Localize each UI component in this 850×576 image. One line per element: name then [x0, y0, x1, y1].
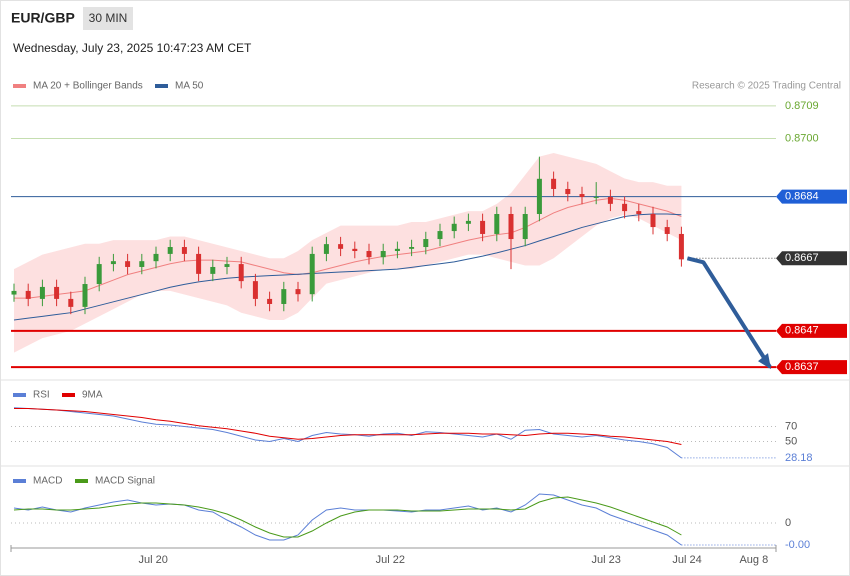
candle-body — [480, 220, 486, 234]
candle-body — [650, 214, 656, 228]
candle-body — [678, 233, 684, 260]
candle-body — [167, 247, 173, 254]
indicator-line — [13, 407, 682, 459]
level-label: 0.8647 — [785, 325, 819, 337]
candle-body — [125, 261, 131, 267]
bollinger-band — [14, 153, 682, 353]
level-label: 0.8684 — [785, 190, 819, 202]
candle-body — [508, 214, 514, 240]
candle-body — [323, 244, 329, 254]
candle-body — [295, 289, 301, 295]
candle-body — [409, 247, 415, 249]
legend-swatch — [13, 393, 26, 397]
candle-body — [636, 211, 642, 215]
forecast-arrow — [686, 256, 772, 369]
candle-body — [565, 188, 571, 195]
arrow-head — [758, 353, 771, 370]
candle-body — [96, 264, 102, 285]
ma-line — [13, 213, 682, 321]
candle-body — [267, 298, 273, 304]
level-tag — [776, 360, 847, 375]
candle-body — [437, 231, 443, 240]
credit: Research © 2025 Trading Central — [692, 81, 841, 92]
y-tick-label: 70 — [785, 420, 797, 432]
level-label: 0.8637 — [785, 361, 819, 373]
candle-body — [181, 247, 187, 254]
candle-body — [39, 286, 45, 299]
y-tick-label: 0 — [785, 517, 791, 529]
current-value-label: 28.18 — [785, 452, 813, 464]
x-tick-label: Jul 23 — [591, 554, 620, 566]
candle-body — [522, 214, 528, 240]
candle-body — [664, 227, 670, 234]
candle-body — [196, 253, 202, 274]
legend-label: MACD Signal — [95, 476, 155, 487]
candle-body — [25, 290, 31, 299]
legend-swatch — [75, 479, 88, 483]
x-tick-label: Jul 24 — [672, 554, 701, 566]
candle-body — [224, 264, 230, 267]
candle-body — [465, 220, 471, 224]
legend-swatch — [13, 84, 26, 88]
candle-body — [68, 298, 74, 307]
candle-body — [139, 261, 145, 267]
legend-label: RSI — [33, 390, 50, 401]
level-tag — [776, 251, 847, 266]
ma-line — [14, 197, 682, 299]
legend-swatch — [62, 393, 75, 397]
candle-body — [366, 251, 372, 258]
candle-body — [579, 194, 585, 197]
candle-body — [309, 253, 315, 295]
legend-label: MACD — [33, 476, 62, 487]
candle-body — [82, 284, 88, 307]
candle-body — [607, 196, 613, 204]
level-label: 0.8667 — [785, 252, 819, 264]
current-value-label: -0.00 — [785, 539, 810, 551]
candle-body — [210, 266, 216, 274]
x-tick-label: Aug 8 — [739, 554, 768, 566]
candle-body — [551, 178, 557, 189]
candle-body — [423, 239, 429, 248]
candle-body — [338, 244, 344, 249]
level-label: 0.8709 — [785, 100, 819, 112]
indicator-line — [13, 496, 682, 538]
timestamp: Wednesday, July 23, 2025 10:47:23 AM CET — [13, 41, 252, 55]
candle-body — [451, 223, 457, 232]
symbol: EUR/GBP — [11, 10, 75, 26]
level-tag — [776, 323, 847, 338]
candle-body — [252, 281, 258, 299]
x-tick-label: Jul 20 — [138, 554, 167, 566]
candle-body — [11, 290, 17, 295]
candle-body — [153, 253, 159, 262]
candle-body — [352, 248, 358, 252]
candle-body — [110, 261, 116, 265]
candle-body — [394, 248, 400, 252]
candle-body — [238, 264, 244, 282]
candle-body — [281, 289, 287, 304]
candle-body — [593, 196, 599, 198]
timeframe: 30 MIN — [89, 11, 128, 25]
indicator-line — [14, 408, 682, 445]
candle-body — [536, 178, 542, 215]
legend-label: MA 50 — [175, 81, 204, 92]
timeframe-box — [83, 7, 133, 30]
legend-label: MA 20 + Bollinger Bands — [33, 81, 143, 92]
indicator-line — [13, 493, 682, 546]
level-label: 0.8700 — [785, 132, 819, 144]
legend-label: 9MA — [82, 390, 103, 401]
level-tag — [776, 189, 847, 204]
x-tick-label: Jul 22 — [376, 554, 405, 566]
legend-swatch — [155, 84, 168, 88]
candle-body — [622, 203, 628, 212]
candle-body — [380, 251, 386, 258]
candle-body — [494, 214, 500, 234]
candle-body — [54, 286, 60, 299]
legend-swatch — [13, 479, 26, 483]
y-tick-label: 50 — [785, 435, 797, 447]
